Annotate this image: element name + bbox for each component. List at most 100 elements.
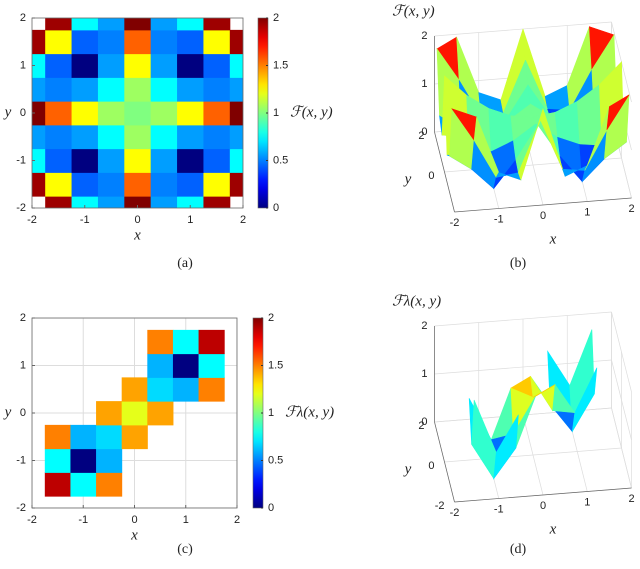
heat-cell <box>147 401 174 426</box>
caption: (d) <box>510 542 527 557</box>
y-tick-label: 2 <box>418 420 424 432</box>
heat-cell <box>198 377 225 402</box>
heat-cell <box>32 172 46 197</box>
colorbar-tick-label: 0.5 <box>273 154 288 166</box>
heat-cell <box>71 77 99 102</box>
caption: (b) <box>510 256 527 271</box>
heat-cell <box>177 101 204 126</box>
heat-cell <box>97 18 125 31</box>
grid-line <box>434 311 612 327</box>
grid-line <box>611 311 632 393</box>
heat-cell <box>229 53 243 78</box>
colorbar-tick-label: 1.5 <box>273 59 288 71</box>
z-tick-label: 2 <box>421 30 427 42</box>
x-tick-label: 2 <box>234 514 240 526</box>
y-tick-label: 0 <box>428 460 434 472</box>
heat-cell <box>70 472 97 497</box>
heat-cell <box>71 196 99 208</box>
y-axis-label: y <box>3 104 12 120</box>
colorbar-tick-label: 0 <box>273 202 279 214</box>
x-tick-label: 0 <box>131 514 137 526</box>
y-tick-label: 0 <box>20 107 26 119</box>
plot-area <box>32 18 243 208</box>
heat-cell <box>203 148 231 173</box>
colorbar-tick-label: 1 <box>273 107 279 119</box>
heat-cell <box>203 124 231 150</box>
heat-cell <box>32 29 46 55</box>
x-tick-label: 2 <box>628 493 634 505</box>
heat-cell <box>45 18 73 31</box>
surface-patch <box>606 94 630 130</box>
axis-line <box>454 197 632 213</box>
heat-cell <box>71 101 99 126</box>
heat-cell <box>44 472 71 497</box>
heat-cell <box>124 196 152 208</box>
heat-cell <box>45 77 73 102</box>
surface-patch <box>544 85 571 111</box>
heat-cell <box>229 101 243 126</box>
y-tick-label: 0 <box>20 407 26 419</box>
heat-cell <box>229 172 243 197</box>
y-axis-label: y <box>3 404 12 420</box>
heat-cell <box>203 18 231 31</box>
heat-cell <box>44 448 71 473</box>
heat-cell <box>97 172 125 197</box>
x-tick-label: 0 <box>134 214 140 226</box>
x-axis-label: x <box>549 521 557 537</box>
heat-cell <box>32 53 46 78</box>
heat-cell <box>32 148 46 173</box>
x-tick-label: -1 <box>494 213 504 225</box>
heat-cell <box>150 18 178 31</box>
colorbar-label: ℱ(x, y) <box>290 104 333 120</box>
heat-cell <box>177 29 204 55</box>
chart-title: ℱ(x, y) <box>392 3 435 19</box>
heat-cell <box>150 172 178 197</box>
heat-cell <box>150 148 178 173</box>
y-tick-label: -1 <box>16 154 26 166</box>
heat-cell <box>71 124 99 150</box>
y-tick-label: -2 <box>435 500 445 512</box>
heat-cell <box>45 148 73 173</box>
grid-line <box>611 407 632 489</box>
heat-cell <box>45 53 73 78</box>
surface-patch <box>552 383 576 414</box>
heat-cell <box>71 172 99 197</box>
heat-cell <box>147 353 174 378</box>
heat-cell <box>203 196 231 208</box>
heat-cell <box>121 424 148 450</box>
z-tick-label: 1 <box>421 368 427 380</box>
y-tick-label: -2 <box>16 202 26 214</box>
x-tick-label: 0 <box>540 500 546 512</box>
axis-line <box>454 487 632 503</box>
heat-cell <box>97 196 125 208</box>
heat-cell <box>121 377 148 402</box>
heat-cell <box>150 196 178 208</box>
heat-cell <box>70 424 97 450</box>
heat-cell <box>150 124 178 150</box>
heat-cell <box>150 101 178 126</box>
heat-cell <box>124 148 152 173</box>
x-tick-label: -2 <box>450 507 460 519</box>
heat-cell <box>147 377 174 402</box>
grid-line <box>611 359 632 441</box>
heat-cell <box>70 448 97 473</box>
heat-cell <box>121 401 148 426</box>
heat-cell <box>71 29 99 55</box>
x-tick-label: 1 <box>187 214 193 226</box>
heat-cell <box>177 18 204 31</box>
caption: (c) <box>177 542 193 557</box>
heat-cell <box>96 448 123 473</box>
chart-title: ℱλ(x, y) <box>392 293 441 309</box>
plot-area <box>32 318 237 508</box>
heat-cell <box>45 29 73 55</box>
x-tick-label: 1 <box>183 514 189 526</box>
heat-cell <box>97 29 125 55</box>
x-axis-label: x <box>130 527 138 543</box>
colorbar-tick-label: 0.5 <box>268 454 283 466</box>
heat-cell <box>203 53 231 78</box>
x-tick-label: 1 <box>584 206 590 218</box>
heat-cell <box>96 472 123 497</box>
heat-cell <box>97 148 125 173</box>
y-tick-label: -1 <box>16 454 26 466</box>
